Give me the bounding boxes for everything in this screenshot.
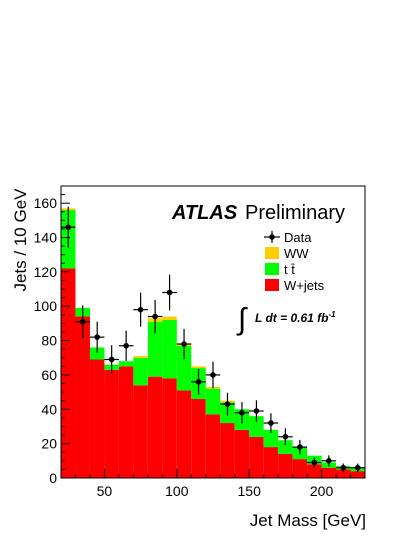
legend-entry: W+jets <box>265 278 325 293</box>
legend-entry: t t̄ <box>265 262 295 277</box>
legend-entry: Data <box>264 230 312 245</box>
bar-ff0000-bin-3 <box>104 369 119 478</box>
x-axis-label: Jet Mass [GeV] <box>250 511 366 530</box>
bar-ff0000-bin-8 <box>176 390 192 478</box>
data-point <box>263 413 279 433</box>
data-point <box>249 400 264 422</box>
data-point <box>104 345 119 374</box>
data-point <box>191 368 206 395</box>
data-point <box>205 361 221 389</box>
y-tick-label: 0 <box>49 470 57 486</box>
x-tick-label: 100 <box>165 483 189 499</box>
data-point <box>321 455 337 467</box>
data-point <box>278 428 293 446</box>
bar-ff0000-bin-7 <box>162 378 177 478</box>
y-axis-label: Jets / 10 GeV <box>11 188 30 292</box>
bar-ff0000-bin-15 <box>278 453 293 478</box>
data-point <box>350 463 365 472</box>
bar-00ff00-bin-10 <box>205 388 221 415</box>
bar-00ff00-bin-7 <box>162 319 177 379</box>
bar-ff0000-bin-2 <box>89 359 105 478</box>
bar-ffcc00-bin-5 <box>133 356 148 358</box>
preliminary-label: Preliminary <box>245 202 345 224</box>
y-tick-label: 140 <box>34 230 58 246</box>
data-point <box>162 274 177 311</box>
bar-ff0000-bin-9 <box>191 398 206 478</box>
svg-text:WW: WW <box>284 246 309 261</box>
y-tick-label: 100 <box>34 298 58 314</box>
atlas-label: ATLAS <box>171 202 238 224</box>
bar-ff0000-bin-5 <box>133 385 148 478</box>
x-tick-label: 200 <box>310 483 334 499</box>
bar-ff0000-bin-1 <box>75 316 90 478</box>
x-tick-label: 50 <box>97 483 113 499</box>
data-point <box>89 321 105 353</box>
y-tick-label: 20 <box>41 436 57 452</box>
bar-00ff00-bin-5 <box>133 357 148 386</box>
data-point <box>133 292 148 327</box>
bar-ffcc00-bin-7 <box>162 316 177 320</box>
y-tick-label: 60 <box>41 367 57 383</box>
bar-ffcc00-bin-9 <box>191 366 206 369</box>
bar-00ff00-bin-6 <box>147 321 163 377</box>
data-point <box>61 206 76 248</box>
bar-ff0000-bin-6 <box>147 376 163 478</box>
svg-text:t t̄: t t̄ <box>284 262 295 277</box>
y-tick-label: 160 <box>34 195 58 211</box>
data-point <box>234 402 250 424</box>
data-points <box>61 206 365 472</box>
axes: 0 20 40 60 80 100 120 140 160 50 100 150 200 <box>34 194 352 499</box>
data-point <box>147 299 163 334</box>
bar-ff0000-bin-17 <box>307 464 322 478</box>
bar-ff0000-bin-20 <box>350 471 365 478</box>
bar-ff0000-bin-13 <box>249 436 264 478</box>
legend-entry: WW <box>265 246 309 261</box>
bar-ff0000-bin-16 <box>292 459 308 478</box>
bar-ff0000-bin-11 <box>220 423 235 478</box>
bar-00ff00-bin-15 <box>278 440 293 454</box>
bar-00ff00-bin-14 <box>263 429 279 448</box>
bar-ff0000-bin-12 <box>234 429 250 478</box>
data-point <box>336 463 351 472</box>
bar-ff0000-bin-18 <box>321 467 337 478</box>
bar-00ff00-bin-2 <box>89 347 105 360</box>
y-tick-label: 120 <box>34 264 58 280</box>
svg-text:W+jets: W+jets <box>284 278 325 293</box>
data-point <box>292 439 308 455</box>
bar-ff0000-bin-0 <box>61 268 76 478</box>
x-tick-label: 150 <box>238 483 262 499</box>
bar-ff0000-bin-19 <box>336 469 351 478</box>
data-point <box>118 330 134 361</box>
data-point <box>75 305 90 339</box>
y-tick-label: 80 <box>41 333 57 349</box>
luminosity-integral: ∫ <box>236 303 248 336</box>
data-point <box>176 328 192 360</box>
bar-ff0000-bin-4 <box>118 366 134 478</box>
data-point <box>307 457 322 468</box>
bar-ff0000-bin-10 <box>205 414 221 478</box>
bar-ff0000-bin-14 <box>263 447 279 478</box>
bar-00ff00-bin-8 <box>176 345 192 391</box>
svg-text:Data: Data <box>284 230 312 245</box>
bar-00ff00-bin-13 <box>249 416 264 437</box>
data-point <box>220 392 235 416</box>
stacked-histogram <box>61 208 365 478</box>
bar-00ff00-bin-4 <box>118 361 134 367</box>
y-tick-label: 40 <box>41 401 57 417</box>
luminosity-label: L dt = 0.61 fb-1 <box>255 310 336 325</box>
